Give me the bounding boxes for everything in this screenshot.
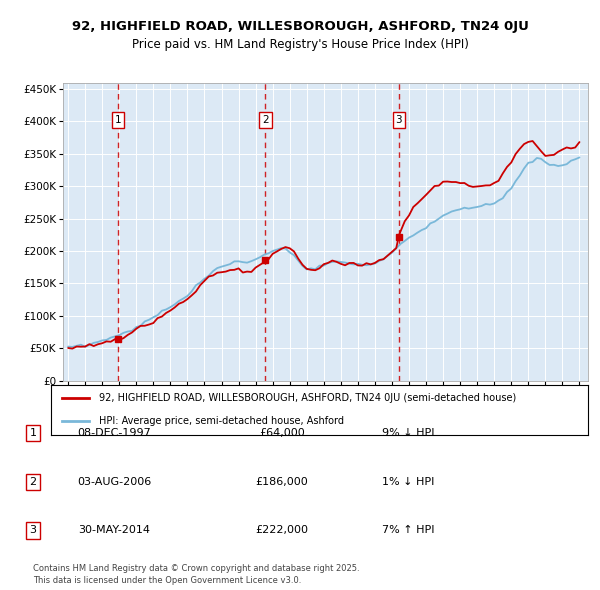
Text: 2: 2 [262,115,269,125]
Text: 9% ↓ HPI: 9% ↓ HPI [382,428,434,438]
Text: 08-DEC-1997: 08-DEC-1997 [77,428,151,438]
Text: 3: 3 [395,115,402,125]
Text: 1: 1 [29,428,37,438]
Text: Contains HM Land Registry data © Crown copyright and database right 2025.: Contains HM Land Registry data © Crown c… [33,564,359,573]
Text: 2: 2 [29,477,37,487]
Text: £64,000: £64,000 [259,428,305,438]
Text: Price paid vs. HM Land Registry's House Price Index (HPI): Price paid vs. HM Land Registry's House … [131,38,469,51]
Text: £222,000: £222,000 [256,526,308,535]
Text: 1: 1 [115,115,121,125]
Text: 92, HIGHFIELD ROAD, WILLESBOROUGH, ASHFORD, TN24 0JU (semi-detached house): 92, HIGHFIELD ROAD, WILLESBOROUGH, ASHFO… [100,393,517,403]
Text: £186,000: £186,000 [256,477,308,487]
Text: HPI: Average price, semi-detached house, Ashford: HPI: Average price, semi-detached house,… [100,417,344,427]
Text: 30-MAY-2014: 30-MAY-2014 [78,526,150,535]
Text: 7% ↑ HPI: 7% ↑ HPI [382,526,434,535]
Text: 92, HIGHFIELD ROAD, WILLESBOROUGH, ASHFORD, TN24 0JU: 92, HIGHFIELD ROAD, WILLESBOROUGH, ASHFO… [71,20,529,33]
Text: 03-AUG-2006: 03-AUG-2006 [77,477,151,487]
Text: This data is licensed under the Open Government Licence v3.0.: This data is licensed under the Open Gov… [33,576,301,585]
Text: 1% ↓ HPI: 1% ↓ HPI [382,477,434,487]
Text: 3: 3 [29,526,37,535]
